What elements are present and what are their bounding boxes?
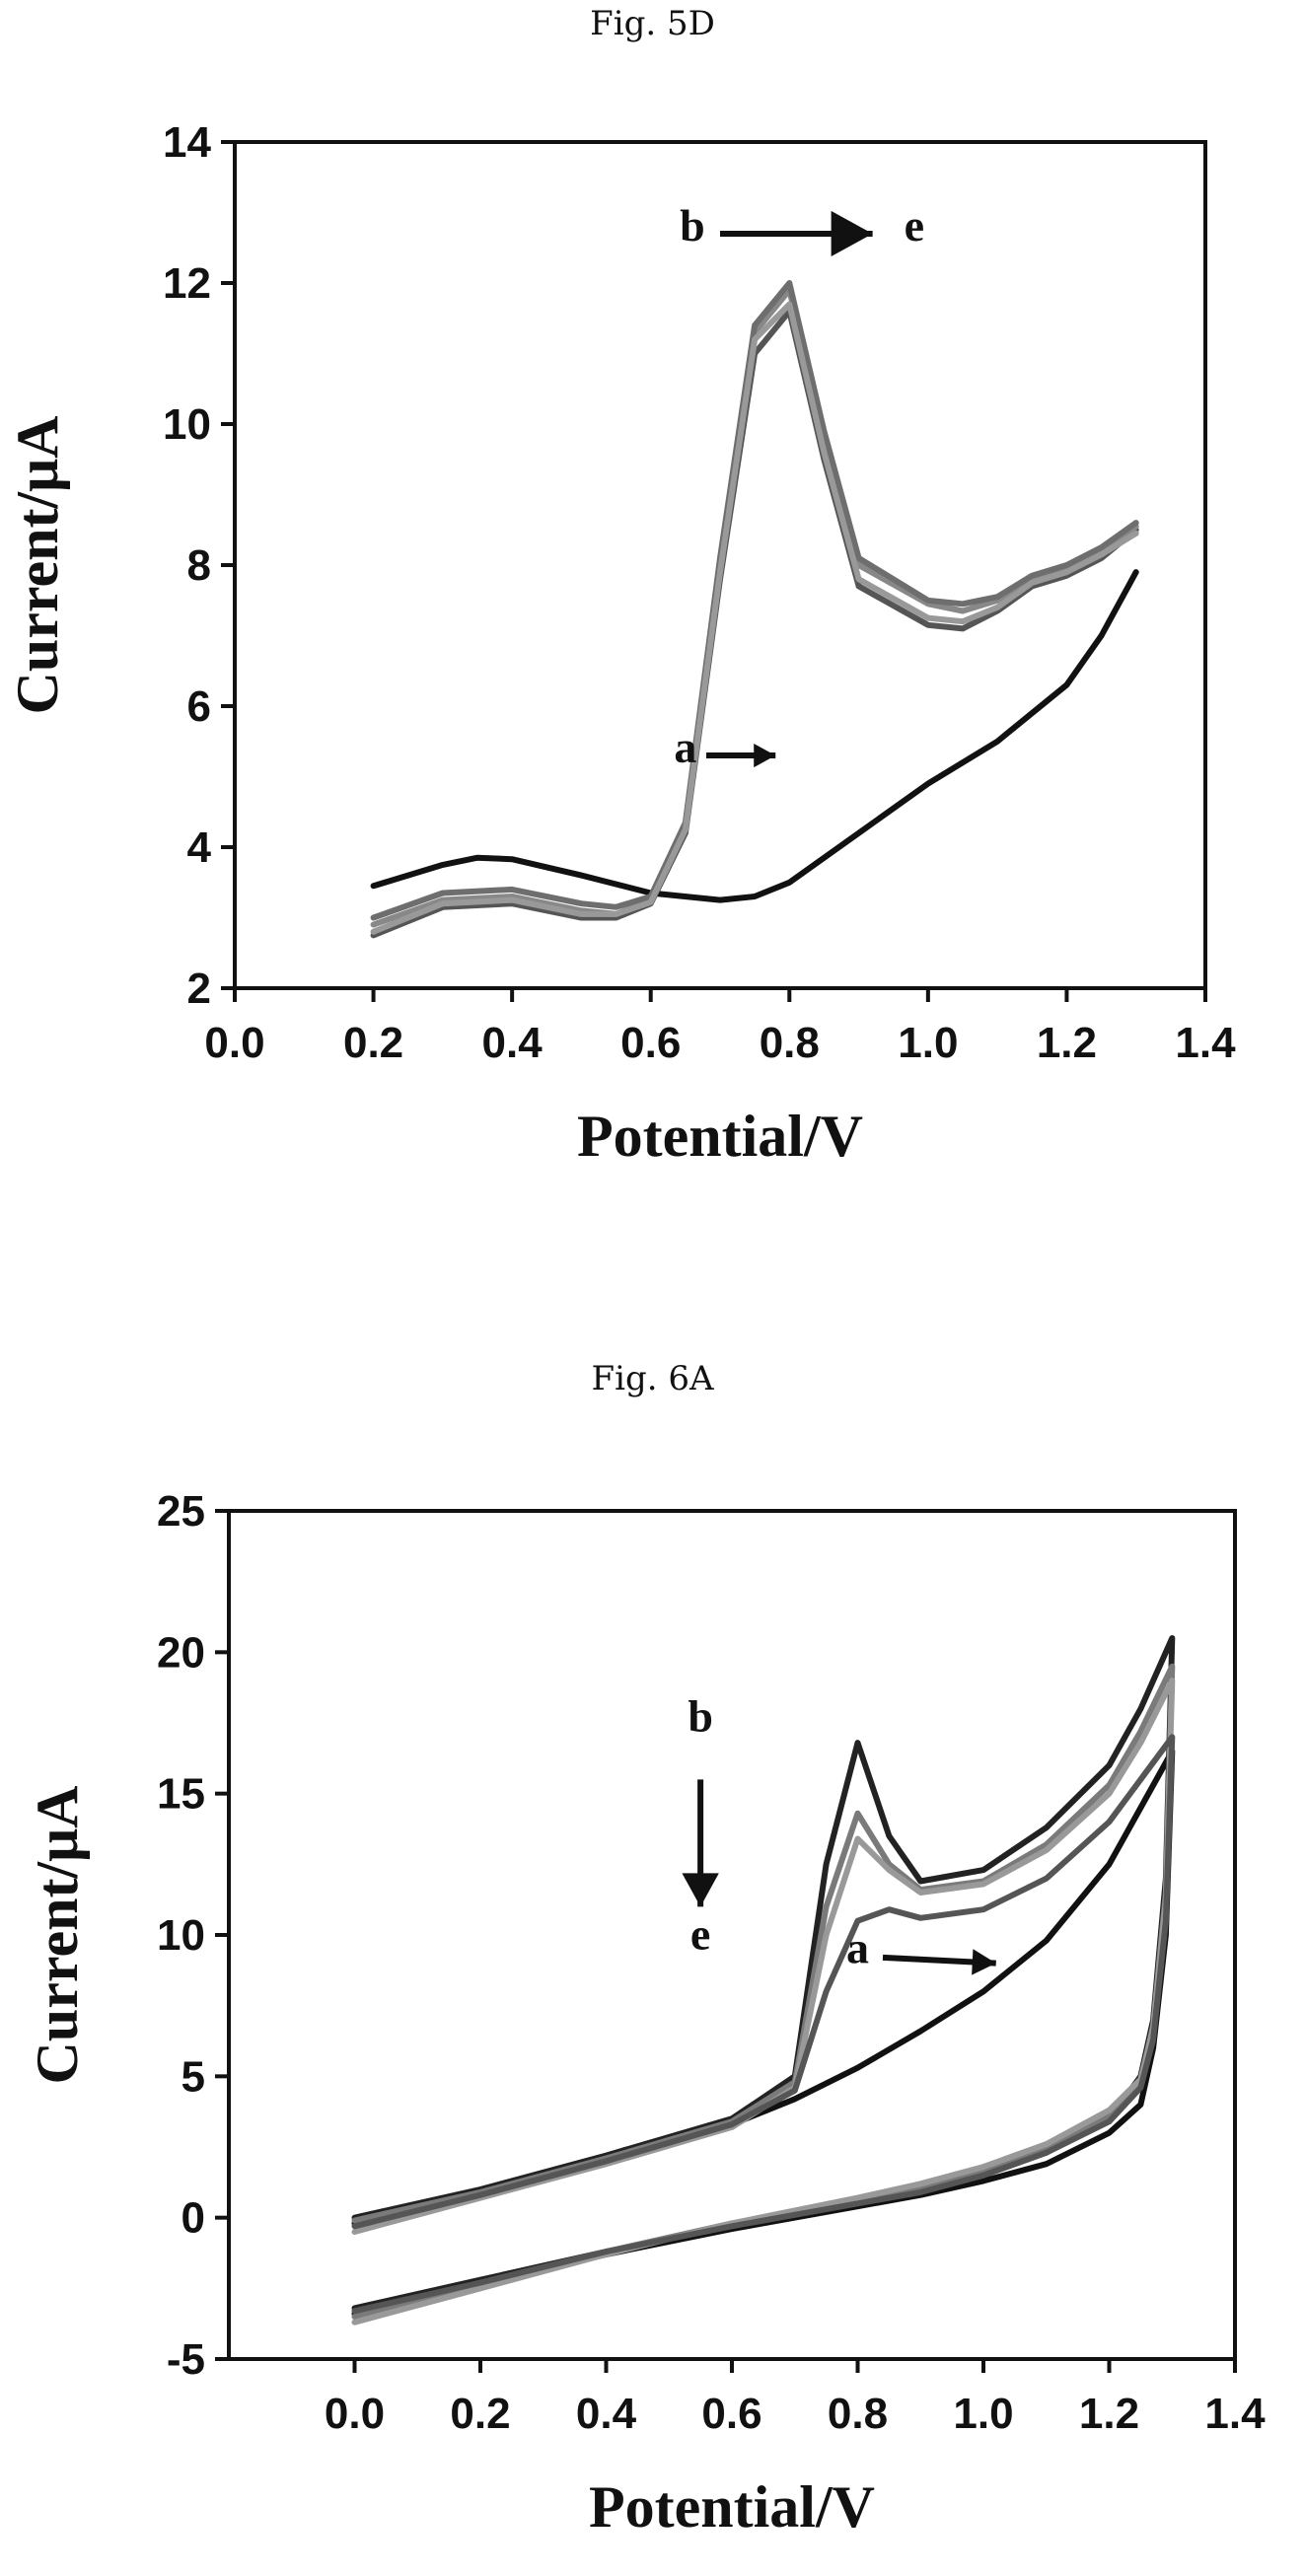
x-tick-label: 1.2 — [1079, 2390, 1139, 2438]
series-line-b — [351, 1635, 1176, 2312]
x-tick-label: 0.6 — [701, 2390, 761, 2438]
y-tick-label: 8 — [187, 541, 211, 590]
x-tick-label: 0.8 — [760, 1019, 820, 1067]
y-tick-label: 0 — [181, 2194, 205, 2243]
x-tick-label: 0.4 — [576, 2390, 637, 2438]
annotation-e: e — [690, 1908, 710, 1959]
x-tick-label: 1.2 — [1037, 1019, 1097, 1067]
annotation-b: b — [688, 1691, 713, 1742]
series-line-a — [351, 1748, 1176, 2318]
y-tick-label: 14 — [163, 118, 211, 167]
x-tick-label: 0.6 — [620, 1019, 681, 1067]
x-tick-label: 0.0 — [325, 2390, 385, 2438]
series-line-b — [370, 308, 1139, 939]
y-axis-label: Current/μA — [5, 416, 70, 715]
annotation-a: a — [674, 722, 696, 772]
series-line-d — [351, 1678, 1176, 2326]
x-tick-label: 0.0 — [204, 1019, 264, 1067]
series-line-e — [351, 1734, 1176, 2315]
x-tick-label: 0.4 — [482, 1019, 544, 1067]
arrow-head-icon — [831, 210, 873, 257]
y-tick-label: 2 — [187, 965, 211, 1013]
y-tick-label: 10 — [157, 1911, 205, 1960]
y-tick-label: 5 — [181, 2052, 205, 2101]
figure-title-6a: Fig. 6A — [591, 1359, 714, 1398]
y-axis-label: Current/μA — [25, 1786, 90, 2085]
series-line-d — [370, 280, 1139, 921]
y-tick-label: -5 — [167, 2335, 205, 2384]
series-line-a — [370, 569, 1139, 903]
series-line-c — [370, 287, 1139, 928]
y-tick-label: 6 — [187, 682, 211, 731]
annotation-b: b — [680, 200, 705, 250]
x-tick-label: 1.4 — [1175, 1019, 1236, 1067]
annotation-e: e — [905, 200, 924, 250]
x-tick-label: 0.2 — [343, 1019, 403, 1067]
y-tick-label: 25 — [157, 1487, 205, 1536]
chart-fig-6a: -5 0 5 10 15 20 25 0.0 0.2 0.4 0.6 0.8 1.0 1.2 1.4 Pote… — [25, 1487, 1266, 2540]
arrow-head-icon — [972, 1949, 996, 1975]
x-axis-label: Potential/V — [589, 2474, 875, 2540]
y-tick-label: 12 — [163, 259, 211, 308]
figure-title-5d: Fig. 5D — [590, 4, 715, 43]
chart-fig-5d: 2 4 6 8 10 12 14 0.0 0.2 0.4 0.6 0.8 1.0 1.2 1.4 Potent… — [5, 118, 1236, 1169]
y-tick-label: 4 — [187, 823, 212, 872]
arrow-head-icon — [754, 743, 776, 768]
x-tick-label: 0.8 — [828, 2390, 888, 2438]
x-tick-label: 1.0 — [953, 2390, 1013, 2438]
annotation-a: a — [846, 1923, 869, 1973]
x-tick-label: 1.4 — [1204, 2390, 1266, 2438]
y-tick-label: 20 — [157, 1628, 205, 1677]
x-tick-label: 0.2 — [450, 2390, 510, 2438]
x-axis-label: Potential/V — [577, 1104, 863, 1169]
series-line-e — [370, 301, 1139, 935]
x-tick-label: 1.0 — [898, 1019, 958, 1067]
arrow-head-icon — [682, 1873, 719, 1907]
y-tick-label: 15 — [157, 1770, 205, 1819]
y-tick-label: 10 — [163, 400, 211, 449]
